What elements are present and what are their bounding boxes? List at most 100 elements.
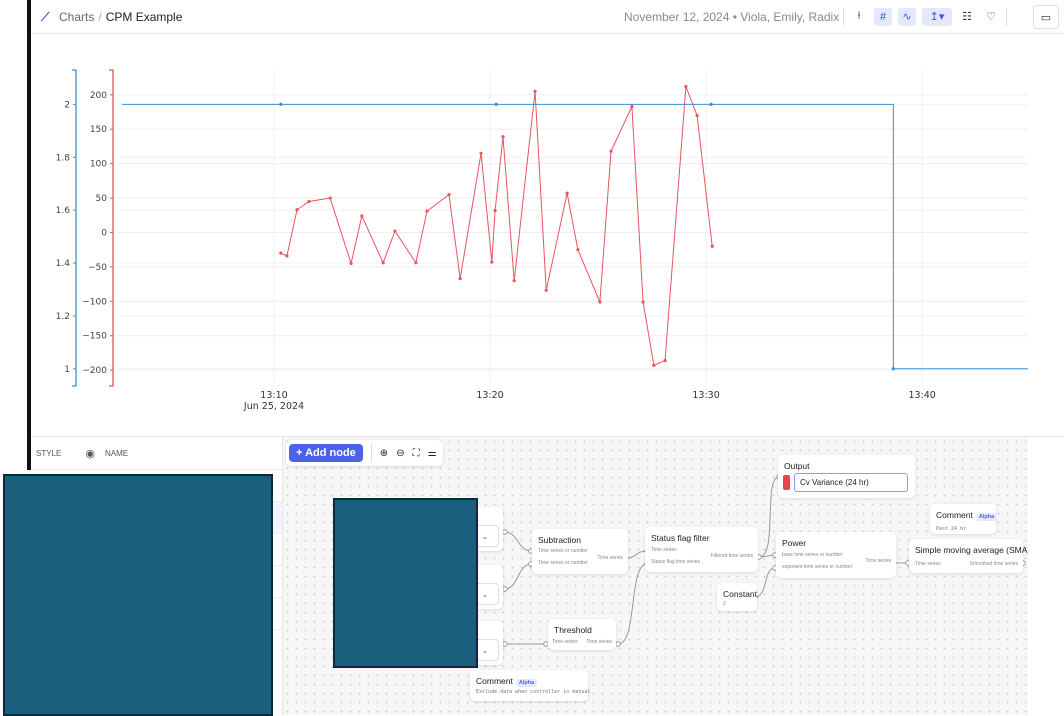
y-tick-label: 1.6 xyxy=(56,206,71,216)
data-point xyxy=(493,208,497,213)
col-style[interactable]: STYLE xyxy=(36,448,62,458)
data-point xyxy=(695,113,699,118)
node-title: Comment Alpha xyxy=(476,676,538,687)
zoom-in-icon[interactable]: ⊕ xyxy=(379,447,389,459)
divider xyxy=(1006,7,1007,26)
breadcrumb-charts[interactable]: Charts xyxy=(59,9,95,24)
divider xyxy=(370,444,372,462)
breadcrumb-separator: / xyxy=(98,9,102,24)
line-smooth-icon[interactable]: ∿ xyxy=(898,7,916,26)
edge xyxy=(758,476,780,558)
node-title: Subtraction xyxy=(538,535,581,545)
port-label: Time series or number xyxy=(538,548,588,554)
alpha-badge: Alpha xyxy=(515,679,538,687)
window-edge xyxy=(27,0,31,470)
edge xyxy=(504,563,532,590)
comment-title: Comment xyxy=(936,510,973,520)
data-point xyxy=(494,102,498,106)
calendar-icon[interactable]: ▭ xyxy=(1033,5,1059,29)
port-label: Time series xyxy=(865,558,891,564)
y-tick-label: −50 xyxy=(88,263,107,273)
y-tick-label: 1.4 xyxy=(56,259,71,269)
grid-icon[interactable]: # xyxy=(874,7,892,26)
data-point xyxy=(598,300,602,304)
output-color-swatch[interactable] xyxy=(783,475,790,490)
redacted-region xyxy=(333,498,478,668)
data-point xyxy=(279,251,283,255)
heart-check-icon[interactable]: ♡ xyxy=(986,11,996,23)
comment-text[interactable]: Past 24 hr xyxy=(936,526,967,532)
data-point xyxy=(565,191,569,195)
node-title: Output xyxy=(784,461,810,471)
data-point xyxy=(512,279,516,283)
y-axis-left-blue xyxy=(72,69,77,387)
node-title: Constant xyxy=(723,589,758,599)
data-point xyxy=(414,261,418,265)
node-constant[interactable]: Constant 2 xyxy=(717,583,757,611)
eye-icon[interactable]: ◉ xyxy=(85,447,95,460)
add-node-button[interactable]: + Add node xyxy=(289,444,363,462)
edge xyxy=(624,550,648,559)
node-sma[interactable]: Simple moving average (SMA) Time series … xyxy=(909,539,1030,573)
time-series-chart[interactable]: 1 1.2 1.4 1.6 1.8 2 −200 −150 −100 −50 0 50 100 150 20… xyxy=(31,35,1031,435)
data-point xyxy=(349,261,353,266)
node-output[interactable]: Output Cv Variance (24 hr) xyxy=(778,455,915,498)
comment-text[interactable]: Exclude data when controller in manual xyxy=(476,689,591,695)
node-status-flag-filter[interactable]: Status flag filter Time series Status fl… xyxy=(645,527,758,572)
data-point xyxy=(652,363,656,367)
fit-view-icon[interactable]: ⛶ xyxy=(412,447,420,459)
node-title: Simple moving average (SMA) xyxy=(915,545,1031,555)
port-label: Time series xyxy=(552,639,578,645)
port-label: Time series xyxy=(651,547,677,553)
node-title: Comment Alpha xyxy=(936,510,998,521)
data-point xyxy=(544,288,548,292)
zoom-out-icon[interactable]: ⊖ xyxy=(396,447,405,459)
y-tick-label: −200 xyxy=(82,366,107,376)
data-point xyxy=(393,229,397,233)
constant-value[interactable]: 2 xyxy=(723,601,726,607)
data-point xyxy=(663,358,667,363)
data-point xyxy=(533,89,537,93)
data-point xyxy=(360,214,364,218)
data-point xyxy=(279,102,283,106)
y-tick-label: 1.8 xyxy=(56,153,71,163)
port-label: Time series xyxy=(597,555,623,561)
breadcrumb-current[interactable]: CPM Example xyxy=(105,9,183,24)
app-logo-icon[interactable]: ⟋ xyxy=(41,9,50,24)
table-header: STYLE ◉ NAME xyxy=(31,437,282,470)
y-tick-label: −100 xyxy=(82,297,107,307)
right-panel xyxy=(1028,437,1064,715)
edge xyxy=(754,567,776,598)
y-tick-label: 200 xyxy=(90,91,107,101)
data-point xyxy=(501,135,505,139)
header: ⟋ Charts / CPM Example November 12, 2024… xyxy=(31,0,1064,34)
data-point xyxy=(684,84,688,89)
data-point xyxy=(709,102,713,106)
legend-icon[interactable]: ☷ xyxy=(962,11,972,23)
port-label: base time series or number xyxy=(782,552,843,558)
port-label: exponent time series or number xyxy=(782,564,853,570)
data-point xyxy=(630,104,634,109)
node-title: Status flag filter xyxy=(651,533,710,543)
edge xyxy=(504,531,532,552)
x-tick-label: 13:40 xyxy=(908,390,935,401)
node-threshold[interactable]: Threshold Time series Time series xyxy=(548,619,616,650)
cursor-icon[interactable]: ⍿ xyxy=(857,10,861,22)
node-power[interactable]: Power base time series or number exponen… xyxy=(776,532,896,578)
settings-sliders-icon[interactable]: ⚌ xyxy=(427,447,437,459)
data-point xyxy=(381,261,385,265)
edge xyxy=(617,563,648,645)
node-title: Power xyxy=(782,538,807,548)
axis-icon[interactable]: ↥▾ xyxy=(922,7,952,26)
node-subtraction[interactable]: Subtraction Time series or number Time s… xyxy=(532,529,628,574)
data-point xyxy=(285,254,289,258)
data-point xyxy=(458,277,462,281)
col-name[interactable]: NAME xyxy=(104,448,129,458)
data-point xyxy=(710,244,714,248)
alpha-badge: Alpha xyxy=(975,513,998,521)
node-comment[interactable]: Comment Alpha Past 24 hr xyxy=(930,504,998,534)
y-tick-label: 150 xyxy=(90,125,107,135)
data-point xyxy=(490,260,494,264)
output-name-input[interactable]: Cv Variance (24 hr) xyxy=(794,473,908,492)
node-comment[interactable]: Comment Alpha Exclude data when controlle… xyxy=(470,670,591,701)
